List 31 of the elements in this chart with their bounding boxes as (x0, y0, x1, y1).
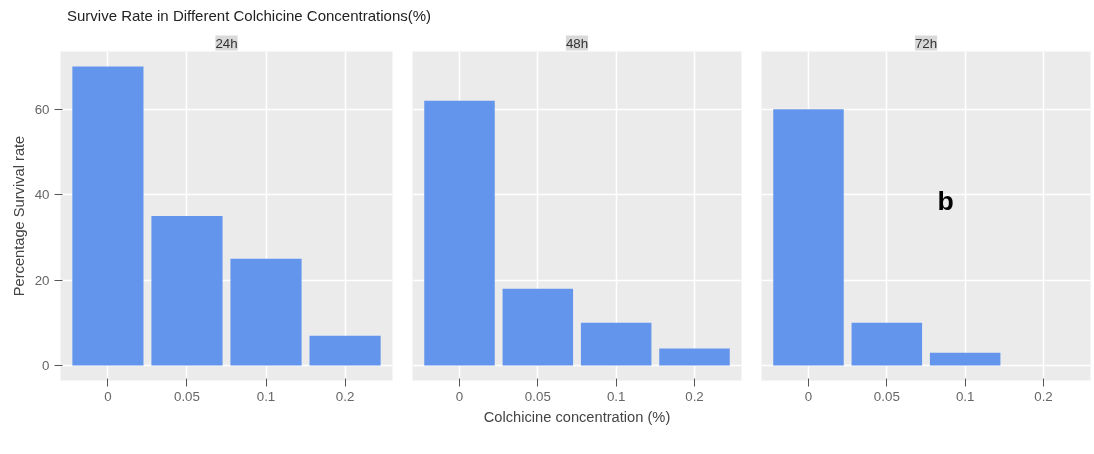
x-tick-label: 0.2 (1034, 388, 1053, 404)
x-tick-label: 0.1 (606, 388, 626, 404)
x-tick-label: 0.05 (174, 388, 200, 404)
bar (424, 100, 495, 366)
chart-title: Survive Rate in Different Colchicine Concentrations(%) (67, 6, 432, 26)
bar (151, 216, 223, 366)
y-tick-label: 0 (42, 358, 50, 374)
bar (230, 258, 302, 366)
bar (72, 66, 144, 366)
x-tick-label: 0.2 (335, 388, 355, 404)
bar (502, 288, 574, 366)
chart-subtitle: 72h (914, 35, 938, 51)
x-tick-label: 0 (455, 388, 464, 404)
y-axis-title: Percentage Survival rate (10, 135, 27, 297)
chart-subtitle: 24h (215, 35, 238, 51)
x-tick-label: 0.05 (524, 388, 551, 404)
x-tick-label: 0 (104, 388, 112, 404)
x-axis-title: Colchicine concentration (%) (483, 408, 671, 425)
x-tick-label: 0.1 (256, 388, 276, 404)
bar (580, 322, 652, 366)
x-tick-label: 0.1 (955, 388, 975, 404)
y-tick-label: 40 (34, 187, 50, 203)
y-tick-label: 20 (34, 272, 50, 288)
x-tick-label: 0 (804, 388, 813, 404)
bar (659, 348, 730, 366)
x-tick-label: 0.2 (685, 388, 704, 404)
y-tick-label: 60 (34, 101, 50, 117)
annotation: b (937, 186, 954, 217)
bar (309, 335, 381, 366)
x-tick-label: 0.05 (873, 388, 900, 404)
chart-subtitle: 48h (565, 35, 589, 51)
